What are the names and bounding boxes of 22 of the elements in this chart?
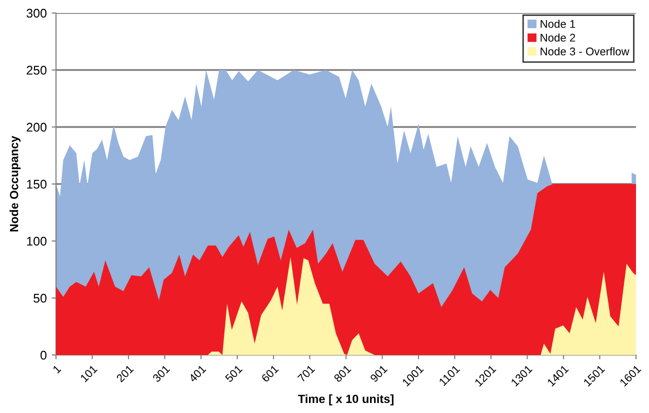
- x-tick-label: 201: [116, 364, 134, 383]
- y-axis-title: Node Occupancy: [10, 136, 21, 232]
- y-tick-label: 200: [26, 122, 46, 132]
- y-tick-label: 300: [26, 8, 46, 18]
- y-tick-label: 100: [27, 236, 46, 246]
- x-tick-label: 801: [333, 364, 352, 383]
- legend-label: Node 2: [540, 33, 576, 42]
- x-tick-label: 901: [370, 364, 388, 383]
- y-tick-label: 150: [27, 180, 46, 189]
- x-axis-title: Time [ x 10 units]: [298, 394, 394, 406]
- legend-label: Node 1: [540, 20, 576, 28]
- x-tick-label: 701: [297, 364, 316, 383]
- x-tick-label: 101: [80, 364, 98, 382]
- x-tick-label: 401: [188, 364, 206, 383]
- x-tick-label: 501: [224, 364, 243, 383]
- y-tick-label: 250: [26, 66, 46, 75]
- y-tick-label: 50: [34, 294, 46, 303]
- x-tick-label: 601: [261, 364, 279, 383]
- x-tick-label: 301: [152, 364, 170, 383]
- x-tick-label: 1: [52, 364, 62, 374]
- y-tick-label: 0: [40, 350, 46, 360]
- legend-label: Node 3 - Overflow: [540, 47, 630, 56]
